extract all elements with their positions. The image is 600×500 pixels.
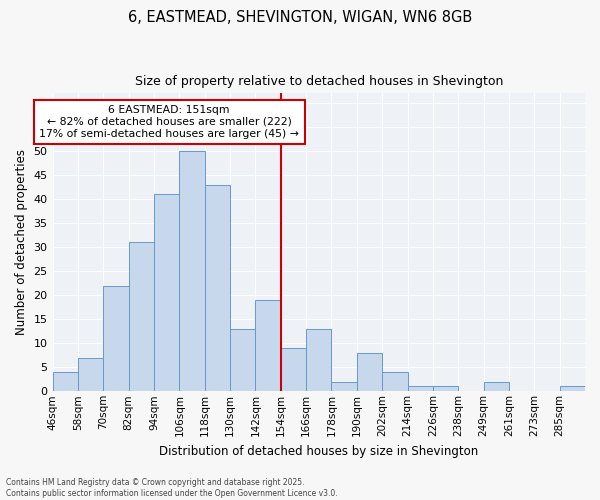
Text: Contains HM Land Registry data © Crown copyright and database right 2025.
Contai: Contains HM Land Registry data © Crown c… xyxy=(6,478,338,498)
Bar xyxy=(357,353,382,392)
Title: Size of property relative to detached houses in Shevington: Size of property relative to detached ho… xyxy=(134,75,503,88)
Bar xyxy=(230,329,256,392)
Bar xyxy=(407,386,433,392)
Bar xyxy=(128,242,154,392)
Y-axis label: Number of detached properties: Number of detached properties xyxy=(15,150,28,336)
Bar xyxy=(281,348,306,392)
Bar xyxy=(78,358,103,392)
Bar xyxy=(433,386,458,392)
Bar xyxy=(154,194,179,392)
Bar xyxy=(382,372,407,392)
Bar xyxy=(103,286,128,392)
Bar xyxy=(179,151,205,392)
Bar xyxy=(256,300,281,392)
Bar xyxy=(331,382,357,392)
Bar xyxy=(53,372,78,392)
Bar xyxy=(484,382,509,392)
X-axis label: Distribution of detached houses by size in Shevington: Distribution of detached houses by size … xyxy=(159,444,478,458)
Text: 6 EASTMEAD: 151sqm
← 82% of detached houses are smaller (222)
17% of semi-detach: 6 EASTMEAD: 151sqm ← 82% of detached hou… xyxy=(39,106,299,138)
Bar xyxy=(205,184,230,392)
Text: 6, EASTMEAD, SHEVINGTON, WIGAN, WN6 8GB: 6, EASTMEAD, SHEVINGTON, WIGAN, WN6 8GB xyxy=(128,10,472,25)
Bar xyxy=(560,386,585,392)
Bar xyxy=(306,329,331,392)
